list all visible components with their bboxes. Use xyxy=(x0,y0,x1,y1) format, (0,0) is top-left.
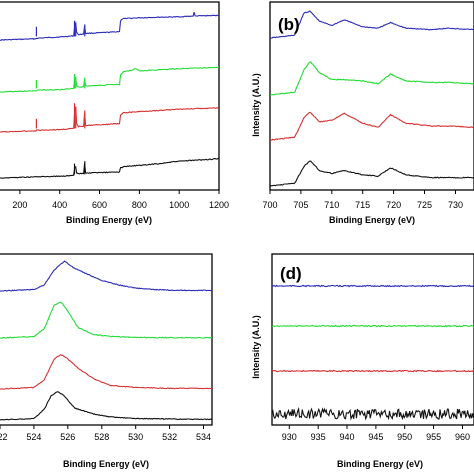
panel-b-tick-label: 720 xyxy=(386,200,401,210)
panel-c-series-1 xyxy=(0,260,213,292)
panel-d-frame xyxy=(271,253,474,426)
panel-b-tick-label: 725 xyxy=(417,200,432,210)
panel-c-series-2 xyxy=(0,301,213,339)
panel-a-tick-label: 800 xyxy=(132,200,147,210)
panel-b-label: (b) xyxy=(278,15,300,34)
panel-a-tick-label: 600 xyxy=(92,200,107,210)
panel-a-tick-label: 400 xyxy=(52,200,67,210)
panel-b-series-2 xyxy=(269,61,474,96)
panel-b-series-4 xyxy=(269,160,474,187)
panel-b-series xyxy=(269,10,474,187)
panel-c-series xyxy=(0,260,213,421)
panel-c-tick-label: 524 xyxy=(26,432,41,442)
panel-b-tick-label: 700 xyxy=(262,200,277,210)
panel-d-tick-label: 950 xyxy=(397,432,412,442)
panel-a-xlabel: Binding Energy (eV) xyxy=(66,215,152,225)
panel-b-series-3 xyxy=(269,111,474,141)
panel-d-series-1 xyxy=(271,284,474,288)
panel-c-frame xyxy=(0,253,213,426)
panel-d-tick-label: 955 xyxy=(426,432,441,442)
panel-c: 522 524 526 528 530 532 534 Binding Energy (eV… xyxy=(0,253,213,469)
panel-a: 200 400 600 800 1000 1200 Binding Energy (eV) xyxy=(0,1,229,225)
panel-b-tick-label: 705 xyxy=(293,200,308,210)
panel-d-tick-label: 940 xyxy=(339,432,354,442)
panel-a-series-3 xyxy=(0,106,219,133)
panel-d-series-3 xyxy=(271,369,474,373)
panel-d-label: (d) xyxy=(280,264,302,283)
panel-c-tick-label: 532 xyxy=(162,432,177,442)
panel-a-series-2 xyxy=(0,66,220,93)
panel-c-tick-label: 522 xyxy=(0,432,8,442)
panel-c-tick-label: 534 xyxy=(196,432,211,442)
panel-a-tick-label: 200 xyxy=(12,200,27,210)
panel-d-xlabel: Binding Energy (eV) xyxy=(337,459,423,469)
panel-a-series-4 xyxy=(0,157,220,179)
panel-c-series-4 xyxy=(0,391,213,421)
panel-a-series-1 xyxy=(0,11,219,41)
panel-a-tick-label: 1000 xyxy=(169,200,189,210)
panel-b-tick-label: 710 xyxy=(324,200,339,210)
panel-d-series-2 xyxy=(271,324,474,328)
panel-c-xlabel: Binding Energy (eV) xyxy=(63,459,149,469)
panel-b-ylabel: Intensity (A.U.) xyxy=(251,73,261,137)
panel-a-frame xyxy=(0,1,220,191)
panel-d: 930 935 940 945 950 955 960 (d) Binding Energy… xyxy=(251,253,474,469)
panel-d-ylabel: Intensity (A.U.) xyxy=(251,315,261,379)
panel-d-series-4 xyxy=(271,406,474,421)
panel-a-series xyxy=(0,11,220,179)
panel-b-tick-label: 730 xyxy=(448,200,463,210)
panel-b-ticks: 700 705 710 715 720 725 730 xyxy=(262,190,463,210)
panel-d-series xyxy=(271,284,474,421)
panel-b-tick-label: 715 xyxy=(355,200,370,210)
panel-c-tick-label: 530 xyxy=(128,432,143,442)
panel-b-xlabel: Binding Energy (eV) xyxy=(329,215,415,225)
panel-d-tick-label: 930 xyxy=(282,432,297,442)
panel-b: 700 705 710 715 720 725 730 (b) Binding Energy… xyxy=(251,1,474,225)
panel-c-tick-label: 526 xyxy=(60,432,75,442)
panel-d-ticks: 930 935 940 945 950 955 960 xyxy=(282,425,470,442)
panel-b-series-1 xyxy=(269,10,474,39)
panel-a-ticks: 200 400 600 800 1000 1200 xyxy=(12,190,229,210)
panel-d-tick-label: 960 xyxy=(455,432,470,442)
panel-d-tick-label: 935 xyxy=(311,432,326,442)
panel-c-tick-label: 528 xyxy=(94,432,109,442)
panel-c-series-3 xyxy=(0,354,212,390)
panel-a-tick-label: 1200 xyxy=(209,200,229,210)
panel-b-frame xyxy=(269,1,474,191)
panel-c-ticks: 522 524 526 528 530 532 534 xyxy=(0,425,211,442)
panel-d-tick-label: 945 xyxy=(368,432,383,442)
